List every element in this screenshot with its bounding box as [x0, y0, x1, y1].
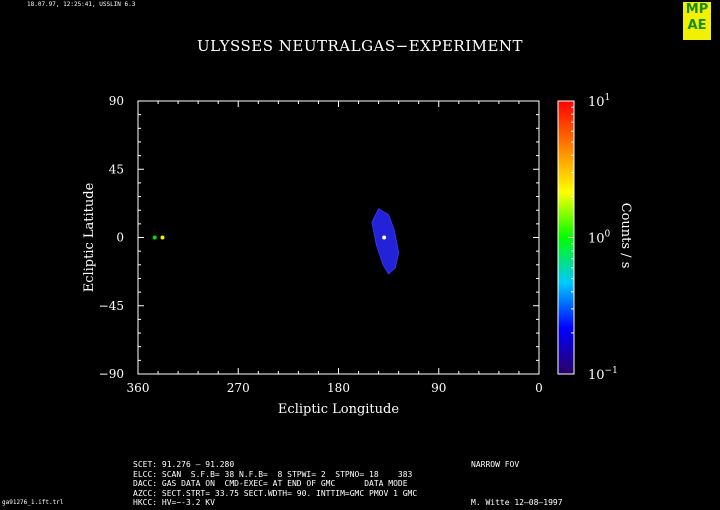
x-tick-label: 360 — [127, 381, 150, 395]
plot-frame — [137, 100, 540, 375]
y-tick-label: 0 — [116, 231, 124, 245]
y-tick-label: 90 — [109, 94, 124, 108]
logo-line-2: AE — [687, 18, 707, 33]
footer-info: SCET: 91.276 – 91.280 NARROW FOV ELCC: SC… — [133, 460, 563, 508]
y-tick-label: −90 — [99, 367, 124, 381]
file-name: ga91276_1.ift.trl — [2, 499, 64, 506]
data-point-0 — [160, 235, 165, 240]
data-point-1 — [152, 235, 157, 240]
regions-layer — [371, 208, 400, 275]
footer-line-2: ELCC: SCAN S.F.B= 38 N.F.B= 8 STPWI= 2 S… — [133, 470, 417, 480]
data-point-2 — [382, 235, 387, 240]
y-tick-label: 45 — [109, 162, 124, 176]
y-tick-label: −45 — [99, 299, 124, 313]
colorbar-tick-label: 10−1 — [588, 366, 618, 383]
footer-line-1: SCET: 91.276 – 91.280 NARROW FOV — [133, 460, 519, 470]
mpae-logo: MP AE — [683, 2, 711, 40]
colorbar-label: Counts / s — [618, 203, 633, 269]
colorbar-tick-exponent: 1 — [605, 93, 611, 103]
y-axis-label: Ecliptic Latitude — [82, 182, 97, 292]
points-layer — [152, 235, 387, 240]
footer-line-1-right: NARROW FOV — [471, 460, 520, 469]
footer-line-4: AZCC: SECT.STRT= 33.75 SECT.WDTH= 90. IN… — [133, 489, 417, 499]
footer-line-2-left: ELCC: SCAN S.F.B= 38 N.F.B= 8 STPWI= 2 S… — [133, 469, 413, 479]
x-tick-label: 270 — [227, 381, 250, 395]
x-tick-label: 0 — [535, 381, 543, 395]
header-stamp: 18.07.97, 12:25:41, USSLIN 6.3 — [27, 1, 136, 8]
x-tick-label: 90 — [431, 381, 446, 395]
footer-line-3: DACC: GAS DATA ON CMD-EXEC= AT END OF GM… — [133, 479, 417, 489]
chart-title: ULYSSES NEUTRALGAS−EXPERIMENT — [196, 37, 524, 55]
colorbar-tick-label: 101 — [588, 93, 610, 110]
footer-line-1-left: SCET: 91.276 – 91.280 — [133, 460, 235, 469]
x-axis-label: Ecliptic Longitude — [278, 402, 399, 417]
footer-line-3-left: DACC: GAS DATA ON CMD-EXEC= AT END OF GM… — [133, 479, 408, 489]
colorbar-tick-label: 100 — [588, 230, 611, 247]
colorbar-tick-exponent: 0 — [605, 230, 611, 240]
logo-line-1: MP — [685, 2, 709, 17]
axes-layer: 360 270 180 90 0 90 45 0 −45 −90 Ecliptic Longitud… — [82, 94, 543, 417]
footer-line-5: HKCC: HV=−-3.2 KV M. Witte 12–08–1997 — [133, 498, 563, 508]
x-tick-label: 180 — [327, 381, 350, 395]
footer-line-5-left: HKCC: HV=−-3.2 KV — [133, 498, 215, 508]
footer-line-5-right: M. Witte 12–08–1997 — [471, 498, 563, 508]
footer-line-4-left: AZCC: SECT.STRT= 33.75 SECT.WDTH= 90. IN… — [133, 488, 418, 498]
colorbar-tick-exponent: −1 — [605, 366, 618, 376]
data-region-scan-area — [371, 208, 400, 275]
